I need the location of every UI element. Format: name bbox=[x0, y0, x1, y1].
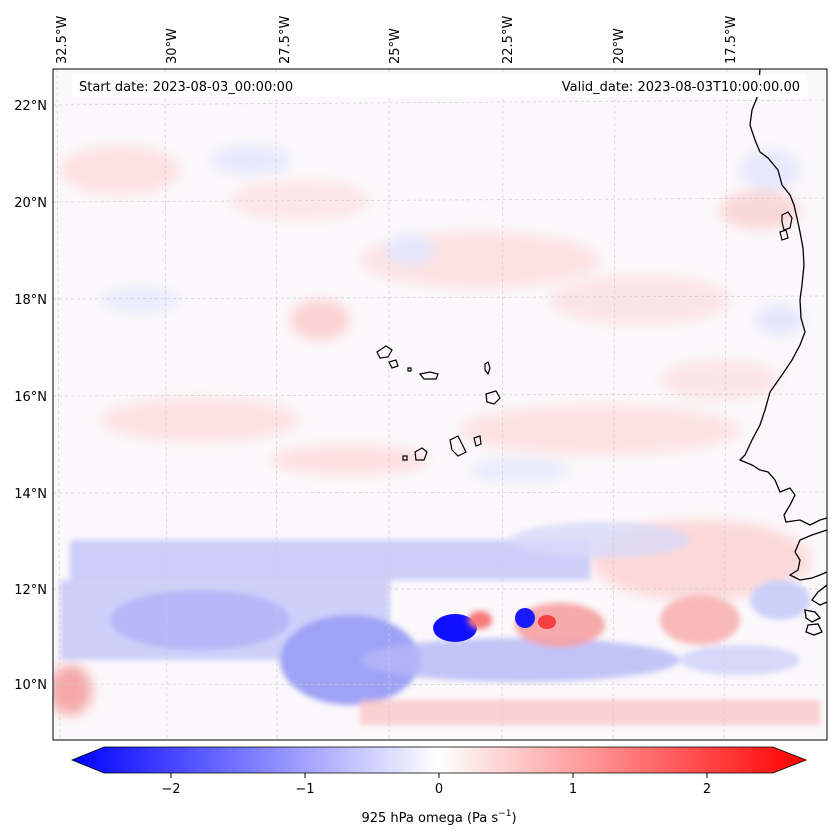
lon-label: 27.5°W bbox=[278, 16, 293, 64]
lon-label: 25°W bbox=[388, 28, 403, 64]
latitude-labels: 22°N 20°N 18°N 16°N 14°N 12°N 10°N bbox=[14, 99, 47, 693]
lat-label: 10°N bbox=[14, 678, 47, 693]
start-date-label: Start date: 2023-08-03_00:00:00 bbox=[79, 80, 293, 95]
coastline-africa-south bbox=[788, 529, 827, 581]
colorbar-ticks: −2 −1 0 1 2 bbox=[161, 773, 711, 797]
colorbar-tick-label: 2 bbox=[703, 782, 711, 797]
lon-label: 20°W bbox=[612, 28, 627, 64]
map-frame bbox=[52, 68, 828, 741]
omega-field-band bbox=[60, 522, 820, 725]
colorbar-tick-label: −2 bbox=[161, 782, 180, 797]
lat-label: 22°N bbox=[14, 99, 47, 114]
colorbar-label: 925 hPa omega (Pa s−1) bbox=[361, 809, 516, 826]
coastline-islet-north bbox=[779, 211, 793, 241]
graticule bbox=[53, 69, 827, 740]
lat-label: 14°N bbox=[14, 487, 47, 502]
lon-label: 30°W bbox=[165, 28, 180, 64]
lon-label: 17.5°W bbox=[724, 16, 739, 64]
lat-label: 20°N bbox=[14, 196, 47, 211]
lon-label: 32.5°W bbox=[55, 16, 70, 64]
lat-label: 18°N bbox=[14, 293, 47, 308]
coastline-africa-islets bbox=[804, 584, 827, 636]
map-panel bbox=[53, 69, 827, 740]
colorbar-gradient bbox=[70, 746, 808, 774]
date-annotation-strip bbox=[72, 75, 807, 97]
colorbar-tick-label: 1 bbox=[569, 782, 577, 797]
coastline-africa bbox=[738, 69, 827, 526]
lat-label: 16°N bbox=[14, 390, 47, 405]
lat-label: 12°N bbox=[14, 583, 47, 598]
colorbar-tick-label: 0 bbox=[435, 782, 443, 797]
omega-field-cores bbox=[433, 608, 556, 642]
lon-label: 22.5°W bbox=[501, 16, 516, 64]
colorbar-tick-label: −1 bbox=[295, 782, 314, 797]
longitude-labels: 32.5°W 30°W 27.5°W 25°W 22.5°W 20°W 17.5… bbox=[55, 16, 739, 64]
cape-verde-islands bbox=[376, 345, 501, 461]
valid-date-label: Valid_date: 2023-08-03T10:00:00.00 bbox=[562, 80, 800, 95]
colorbar: −2 −1 0 1 2 925 hPa omega (Pa s−1) bbox=[70, 746, 808, 826]
